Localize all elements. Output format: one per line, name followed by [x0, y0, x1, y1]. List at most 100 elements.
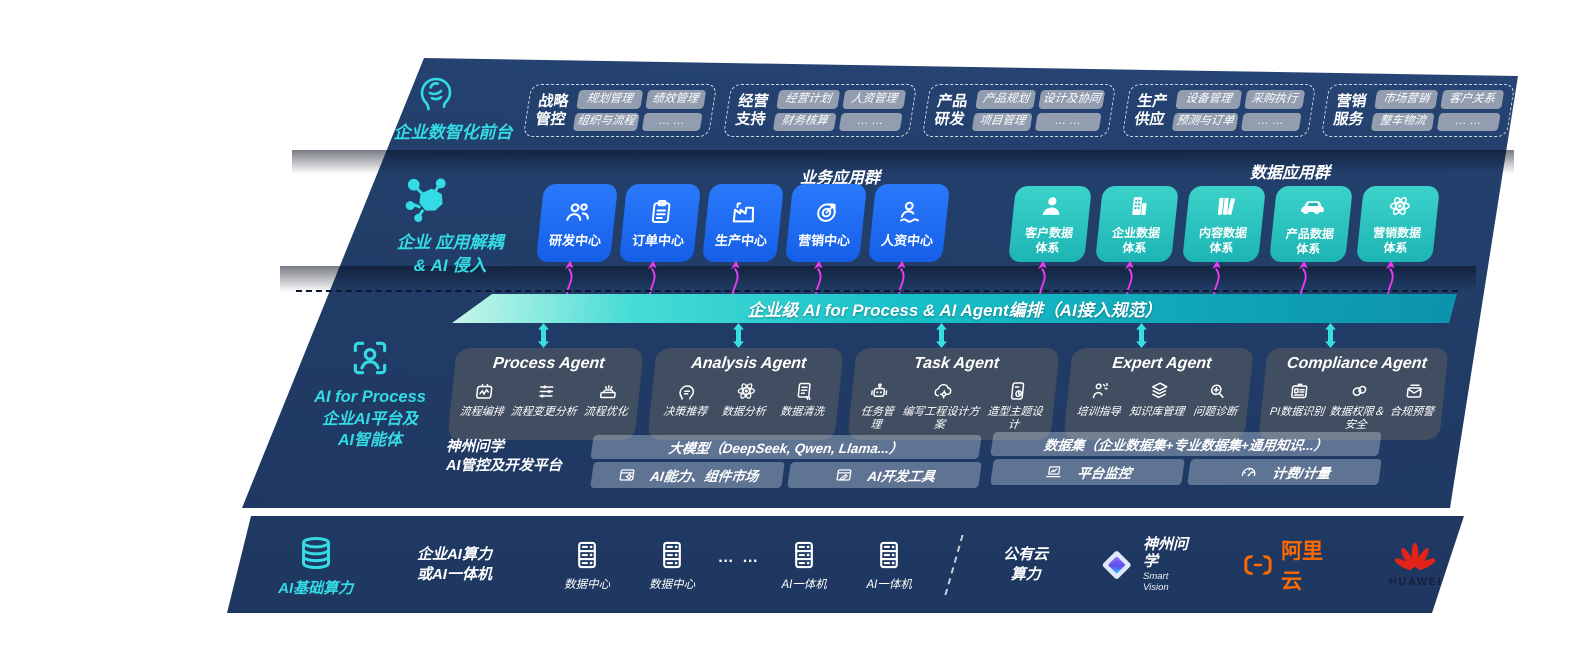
- business-apps-row: 研发中心 订单中心 生产中心 营销中心 人资中心: [535, 184, 951, 262]
- agent-item: 知识库管理: [1129, 379, 1188, 419]
- head-idea-icon: [675, 379, 702, 403]
- node-label: AI一体机: [866, 579, 912, 591]
- layers-icon: [1146, 379, 1173, 403]
- agent-card-compliance: Compliance Agent PI数据识别 数据权限＆ 安全 合规预警: [1257, 348, 1449, 441]
- data-apps-row: 客户数据 体系 企业数据 体系 内容数据 体系 产品数据 体系 营销数据 体系: [1008, 186, 1440, 262]
- chip: 采购执行: [1243, 90, 1305, 109]
- agent-item: PI数据识别: [1269, 379, 1328, 419]
- app-box-marketing-center: 营销中心: [784, 184, 868, 262]
- data-box-customer: 客户数据 体系: [1008, 186, 1092, 262]
- agent-item: 合规预警: [1389, 379, 1437, 419]
- agent-item-label: 决策推荐: [662, 406, 709, 418]
- chip: 客户关系: [1440, 90, 1505, 109]
- people-icon: [562, 197, 595, 227]
- chip: 设计及协同: [1038, 90, 1106, 109]
- platform-label: 神州问学 AI管控及开发平台: [446, 439, 562, 474]
- data-box-marketing: 营销数据 体系: [1356, 186, 1440, 262]
- app-box-order-center: 订单中心: [618, 184, 702, 262]
- car-icon: [1296, 191, 1329, 221]
- dashed-boundary-line: [296, 290, 1458, 292]
- front-layer-label: 企业数智化前台: [393, 123, 513, 142]
- group-title: 战略 管控: [534, 93, 570, 128]
- model-header-bar: 大模型（DeepSeek, Qwen, Llama...）: [590, 435, 982, 459]
- agent-item: 编写工程设计方案: [897, 379, 987, 431]
- cloud-gear-icon: [930, 379, 957, 403]
- data-apps-header: 数据应用群: [1249, 165, 1330, 182]
- agent-item-label: 知识库管理: [1128, 406, 1186, 418]
- business-apps-header: 业务应用群: [799, 170, 880, 187]
- books-icon: [1210, 192, 1241, 220]
- front-group-operation: 经营 支持 经营计划 人资管理 财务核算 … …: [722, 84, 917, 137]
- head-brain-icon: [412, 66, 460, 116]
- node-datacenter-2: 数据中心: [643, 538, 702, 592]
- apps-layer-label: 企业 应用解耦 & AI 侵入: [396, 233, 504, 275]
- training-icon: [1088, 379, 1115, 403]
- group-title: 营销 服务: [1332, 93, 1369, 128]
- model-panel: 大模型（DeepSeek, Qwen, Llama...） AI能力、组件市场 …: [590, 435, 982, 488]
- infra-label-block: AI基础算力: [262, 533, 369, 598]
- group-chips: 规划管理 绩效管理 组织与流程 … …: [572, 90, 706, 131]
- ellipsis-nodes: … …: [717, 549, 761, 566]
- agent-items: 决策推荐 数据分析 数据清洗: [656, 379, 835, 419]
- node-label: AI一体机: [781, 579, 827, 591]
- smartvision-diamond-icon: [1099, 545, 1134, 585]
- chip: 项目管理: [971, 112, 1033, 131]
- app-box-hr-center: 人资中心: [867, 184, 951, 262]
- data-box-product: 产品数据 体系: [1269, 186, 1353, 262]
- group-title: 产品 研发: [933, 93, 969, 128]
- chip: 整车物流: [1371, 112, 1435, 131]
- node-ai-appliance-1: AI一体机: [775, 538, 834, 592]
- chip: … …: [641, 112, 703, 131]
- link-rings-icon: [1346, 379, 1373, 403]
- infra-strip: AI基础算力 企业AI算力 或AI一体机 数据中心 数据中心 … … AI一体机…: [262, 520, 1442, 610]
- smartvision-subtitle: Smart Vision: [1143, 571, 1169, 593]
- double-arrow-icon: [731, 323, 746, 348]
- agent-item: 决策推荐: [663, 379, 711, 419]
- cell-billing-metering: 计费/计量: [1187, 459, 1382, 485]
- data-box-label: 企业数据 体系: [1111, 226, 1161, 255]
- agent-item: 数据权限＆ 安全: [1327, 379, 1387, 431]
- cell-platform-monitor: 平台监控: [990, 459, 1185, 485]
- group-chips: 经营计划 人资管理 财务核算 … …: [772, 90, 906, 131]
- window-pencil-icon: [832, 465, 855, 485]
- agent-title: Task Agent: [913, 355, 1001, 372]
- agent-card-expert: Expert Agent 培训指导 知识库管理 问题诊断: [1063, 348, 1255, 441]
- agent-items: 任务管理 编写工程设计方案 造型主题设计: [855, 379, 1051, 431]
- agent-card-analysis: Analysis Agent 决策推荐 数据分析 数据清洗: [647, 348, 845, 441]
- group-title: 生产 供应: [1133, 93, 1169, 128]
- agent-title: Compliance Agent: [1285, 355, 1428, 372]
- agent-item-label: 培训指导: [1076, 406, 1122, 418]
- agent-item-label: 造型主题设计: [987, 406, 1044, 431]
- double-arrow-icon: [1323, 323, 1338, 348]
- cell-label: 计费/计量: [1271, 466, 1332, 481]
- database-icon: [296, 533, 336, 573]
- doc-clean-icon: [791, 379, 818, 403]
- compute-label: 企业AI算力 或AI一体机: [416, 545, 492, 583]
- ai-layer-label-en: AI for Process: [314, 388, 426, 406]
- chip: 预测与订单: [1171, 112, 1238, 131]
- app-box-label: 订单中心: [631, 232, 685, 248]
- agent-item: 流程优化: [583, 379, 631, 419]
- agent-card-process: Process Agent 流程编排 流程变更分析 流程优化: [447, 348, 645, 441]
- chip: 产品规划: [975, 90, 1037, 109]
- agent-title: Process Agent: [492, 355, 606, 372]
- front-group-product: 产品 研发 产品规划 设计及协同 项目管理 … …: [921, 84, 1116, 137]
- agent-items: 培训指导 知识库管理 问题诊断: [1072, 379, 1246, 419]
- agent-items: PI数据识别 数据权限＆ 安全 合规预警: [1265, 379, 1440, 431]
- robot-icon: [867, 379, 894, 403]
- double-arrow-icon: [1134, 323, 1149, 348]
- group-chips: 产品规划 设计及协同 项目管理 … …: [971, 90, 1106, 131]
- molecule-icon: [398, 172, 452, 228]
- group-chips: 市场营销 客户关系 整车物流 … …: [1371, 90, 1505, 131]
- app-box-rd-center: 研发中心: [535, 184, 619, 262]
- chip: 财务核算: [772, 112, 837, 131]
- app-box-label: 研发中心: [548, 232, 602, 248]
- agent-item: 数据清洗: [780, 379, 828, 419]
- agent-item-label: 合规预警: [1388, 406, 1435, 418]
- data-box-label: 客户数据 体系: [1024, 226, 1074, 255]
- app-box-label: 生产中心: [714, 232, 768, 248]
- factory-icon: [728, 197, 761, 227]
- sliders-icon: [533, 379, 560, 403]
- mail-alert-icon: [1400, 379, 1427, 403]
- chip: … …: [1436, 112, 1501, 131]
